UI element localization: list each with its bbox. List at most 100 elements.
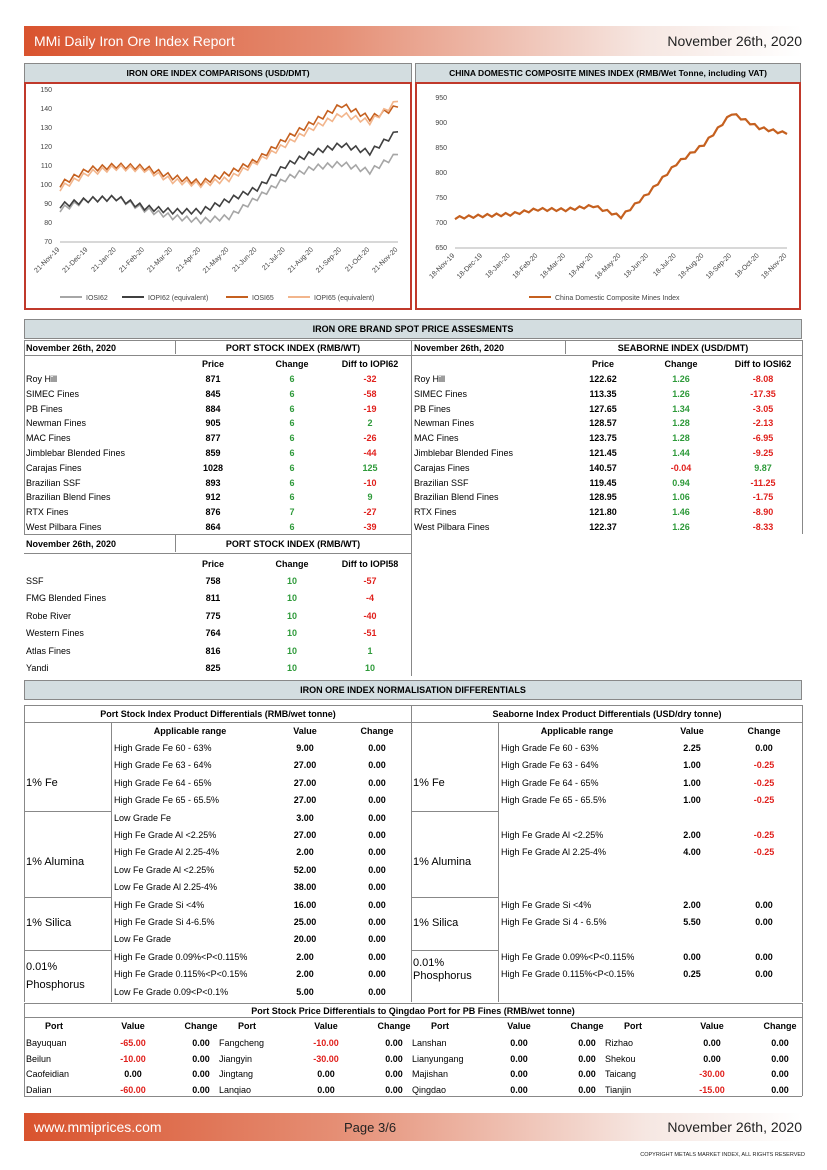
range-label: High Grade Fe 65 - 65.5%: [501, 795, 607, 806]
rmb-change: 10: [286, 593, 297, 604]
range-value: 1.00: [683, 795, 701, 806]
col-port: Port: [238, 1021, 256, 1031]
rmb-diff: 1: [367, 645, 373, 656]
rmb-change: 10: [286, 645, 297, 656]
range-label: High Fe Grade Si <4%: [501, 899, 592, 910]
port-value: -30.00: [313, 1053, 339, 1064]
range-value: 0.00: [683, 951, 701, 962]
col-rule: [111, 722, 112, 1002]
port-change: 0.00: [192, 1038, 210, 1048]
col-value: Value: [121, 1021, 145, 1031]
range-value: 52.00: [293, 864, 317, 875]
range-label: Low Fe Grade Al <2.25%: [114, 864, 215, 875]
port-name: Lanshan: [412, 1038, 447, 1048]
rmb-diff: 10: [364, 663, 375, 673]
brand-name: FMG Blended Fines: [26, 593, 107, 604]
sea-diff: -8.33: [752, 522, 774, 532]
norm-right-title: Seaborne Index Product Differentials (US…: [492, 709, 722, 719]
port-price: 859: [205, 448, 221, 458]
col-port: Port: [431, 1021, 449, 1031]
x-tick-label: 21-Feb-20: [118, 246, 146, 274]
footer-date: November 26th, 2020: [667, 1119, 802, 1135]
range-value: 1.00: [683, 760, 701, 771]
footer-site[interactable]: www.mmiprices.com: [34, 1119, 162, 1135]
range-label: High Fe Grade 0.09%<P<0.115%: [114, 951, 248, 962]
range-value: 20.00: [293, 934, 317, 945]
x-tick-label: 21-Nov-20: [371, 246, 399, 274]
range-change: -0.25: [753, 777, 775, 788]
port-diff: -39: [363, 522, 377, 532]
norm-section-title: IRON ORE INDEX NORMALISATION DIFFERENTIA…: [24, 680, 802, 700]
range-change: 0.00: [368, 812, 386, 823]
brand-name: West Pilbara Fines: [414, 522, 490, 532]
port-change: 0.00: [771, 1069, 789, 1079]
series-line-iopi65: [59, 100, 399, 192]
sea-price: 121.80: [589, 507, 617, 518]
x-tick-label: 18-Nov-20: [760, 252, 788, 280]
port-change: 6: [289, 522, 295, 532]
rule: [24, 897, 111, 898]
rule: [24, 950, 111, 951]
x-tick-label: 18-Sep-20: [705, 252, 733, 280]
col-port: Port: [624, 1021, 642, 1031]
col-range: Applicable range: [153, 726, 227, 736]
y-tick-label: 850: [435, 145, 447, 152]
rule: [24, 705, 802, 706]
brand-name: West Pilbara Fines: [26, 522, 102, 532]
rule: [24, 355, 802, 356]
col-rule: [411, 340, 412, 534]
port-change: 6: [289, 433, 295, 444]
rule: [411, 811, 498, 812]
col-diff62: Diff to IOPI62: [341, 359, 399, 369]
range-label: High Grade Fe 60 - 63%: [501, 743, 599, 753]
port-value: 0.00: [703, 1038, 721, 1048]
port-price: 884: [205, 403, 221, 414]
x-tick-label: 18-Apr-20: [568, 252, 595, 279]
port-change: 6: [289, 492, 295, 503]
port-name: Lanqiao: [219, 1084, 252, 1095]
rmb-price: 825: [205, 663, 221, 673]
range-change: 0.00: [368, 795, 386, 806]
legend-label: IOSI65: [252, 295, 274, 302]
brand-name: Yandi: [26, 663, 49, 673]
range-change: 0.00: [368, 760, 386, 771]
y-tick-label: 70: [44, 239, 52, 246]
col-diff58: Diff to IOPI58: [341, 559, 399, 569]
brand-name: MAC Fines: [414, 433, 459, 444]
rule: [24, 1096, 802, 1097]
brand-name: Brazilian Blend Fines: [414, 492, 499, 503]
range-label: High Grade Fe 64 - 65%: [114, 777, 212, 788]
port-diff: -27: [363, 507, 377, 518]
group-label: 1% Alumina: [413, 856, 472, 868]
range-label: High Fe Grade 0.115%<P<0.15%: [114, 969, 248, 980]
range-change: 0.00: [755, 899, 773, 910]
y-tick-label: 80: [44, 220, 52, 227]
legend-label: China Domestic Composite Mines Index: [555, 295, 680, 302]
range-label: High Fe Grade Al <2.25%: [501, 830, 604, 840]
range-value: 2.00: [683, 830, 701, 840]
port-value: 0.00: [510, 1069, 528, 1079]
range-value: 5.50: [683, 917, 701, 927]
sea-price: 128.57: [589, 418, 617, 429]
port-value: -15.00: [699, 1084, 725, 1095]
port-value: 0.00: [703, 1053, 721, 1064]
range-value: 2.25: [683, 743, 701, 753]
x-tick-label: 18-Jul-20: [652, 252, 678, 278]
port-price: 905: [205, 418, 221, 429]
header-banner: MMi Daily Iron Ore Index Report November…: [24, 26, 802, 56]
sea-price: 127.65: [589, 403, 617, 414]
brand-name: SIMEC Fines: [26, 388, 80, 399]
port-name: Bayuquan: [26, 1038, 67, 1048]
rule: [24, 534, 412, 535]
rmb-title: PORT STOCK INDEX (RMB/WT): [225, 539, 361, 549]
group-label: 1% Fe: [413, 777, 445, 789]
chart2-title: CHINA DOMESTIC COMPOSITE MINES INDEX (RM…: [415, 63, 801, 83]
range-change: 0.00: [755, 951, 773, 962]
sea-diff: -6.95: [752, 433, 774, 444]
col-change: Change: [275, 359, 309, 369]
brand-name: Brazilian SSF: [26, 477, 81, 488]
range-change: 0.00: [368, 882, 386, 893]
range-value: 16.00: [293, 899, 317, 910]
y-tick-label: 750: [435, 195, 447, 202]
